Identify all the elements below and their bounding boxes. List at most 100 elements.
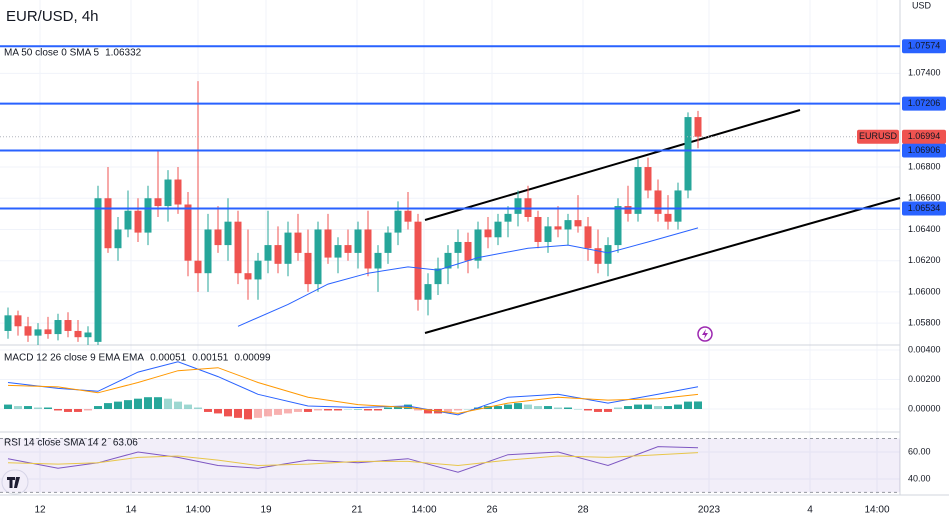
histogram-bar <box>214 408 222 414</box>
level-label-box <box>902 96 946 111</box>
histogram-bar <box>664 406 672 409</box>
x-tick-label: 2023 <box>698 505 721 516</box>
candle-body <box>114 229 122 249</box>
channel-upper <box>424 109 801 221</box>
indicator-value: 0.00151 <box>192 353 229 364</box>
histogram-bar <box>384 407 392 409</box>
level-label-box <box>902 201 946 216</box>
candle-body <box>654 190 662 214</box>
candle-body <box>94 198 102 342</box>
candle-body <box>264 245 272 261</box>
candle-body <box>494 221 502 238</box>
candle-body <box>314 229 322 285</box>
candle-body <box>544 226 552 242</box>
candle-body <box>84 332 92 338</box>
candle-body <box>244 273 252 280</box>
candle-body <box>624 206 632 214</box>
histogram-bar <box>184 404 192 409</box>
tv-logo <box>1 469 29 495</box>
candle-body <box>534 216 542 242</box>
x-tick-label: 4 <box>807 505 813 516</box>
candle-body <box>224 221 232 246</box>
x-tick-label: 14:00 <box>185 505 210 516</box>
price-axis-unit: USD <box>912 0 932 10</box>
level-label: 1.06534 <box>908 203 941 213</box>
histogram-bar <box>264 408 272 417</box>
indicator-value: 0.00099 <box>234 353 271 364</box>
histogram-bar <box>634 404 642 409</box>
histogram-bar <box>424 408 432 414</box>
ma-line <box>237 227 699 327</box>
histogram-bar <box>414 408 422 411</box>
candle-body <box>344 245 352 253</box>
histogram-bar <box>294 408 302 412</box>
indicator-label: RSI 14 close SMA 14 2 <box>4 438 107 449</box>
histogram-bar <box>234 408 242 418</box>
histogram-bar <box>684 401 692 409</box>
candle-body <box>134 210 142 233</box>
candle-body <box>404 210 412 222</box>
x-tick-label: 19 <box>260 505 272 516</box>
last-price-box <box>902 129 946 144</box>
candle-body <box>184 204 192 261</box>
histogram-bar <box>514 403 522 409</box>
y-tick-label: 1.06000 <box>908 286 941 296</box>
candle-body <box>694 117 702 137</box>
histogram-bar <box>344 408 352 410</box>
candle-body <box>54 320 62 335</box>
x-tick-label: 21 <box>351 505 363 516</box>
indicator-value: 0.00051 <box>150 353 187 364</box>
histogram-bar <box>504 404 512 409</box>
indicator-label: MA 50 close 0 SMA 5 <box>4 48 99 59</box>
histogram-bar <box>254 408 262 418</box>
symbol-label-box <box>857 129 899 144</box>
last-price-label: 1.06994 <box>908 131 941 141</box>
candle-body <box>334 245 342 258</box>
candle-body <box>414 221 422 300</box>
x-tick-label: 14 <box>125 505 137 516</box>
histogram-bar <box>284 408 292 414</box>
histogram-bar <box>654 406 662 409</box>
candle-body <box>34 329 42 336</box>
candle-body <box>684 117 692 191</box>
histogram-bar <box>584 408 592 411</box>
candle-body <box>144 198 152 233</box>
histogram-bar <box>154 397 162 409</box>
candle-body <box>634 167 642 214</box>
y-tick-label: 1.06200 <box>908 255 941 265</box>
level-label-box <box>902 143 946 158</box>
alert-icon[interactable] <box>697 326 713 342</box>
candle-body <box>424 284 432 300</box>
histogram-bar <box>614 407 622 409</box>
candle-body <box>364 229 372 269</box>
candle-body <box>394 210 402 233</box>
histogram-bar <box>644 404 652 409</box>
level-label-box <box>902 39 946 54</box>
candle-body <box>154 198 162 207</box>
histogram-bar <box>114 401 122 409</box>
candle-body <box>214 229 222 246</box>
rsi-band <box>0 438 900 493</box>
histogram-bar <box>244 408 252 420</box>
macd-line <box>7 367 699 414</box>
histogram-bar <box>404 404 412 409</box>
histogram-bar <box>374 408 382 411</box>
histogram-bar <box>4 404 12 409</box>
histogram-bar <box>554 407 562 409</box>
indicator-value: 1.06332 <box>105 48 142 59</box>
candle-body <box>484 229 492 238</box>
histogram-bar <box>544 406 552 409</box>
histogram-bar <box>564 407 572 409</box>
histogram-bar <box>534 406 542 409</box>
x-tick-label: 12 <box>34 505 46 516</box>
histogram-bar <box>124 400 132 409</box>
histogram-bar <box>84 408 92 411</box>
histogram-bar <box>74 408 82 412</box>
histogram-bar <box>694 401 702 409</box>
candle-body <box>294 232 302 253</box>
candle-body <box>444 252 452 269</box>
candle-body <box>14 315 22 327</box>
histogram-bar <box>64 408 72 412</box>
y-tick-label: 0.00000 <box>908 403 941 413</box>
candle-body <box>44 329 52 335</box>
